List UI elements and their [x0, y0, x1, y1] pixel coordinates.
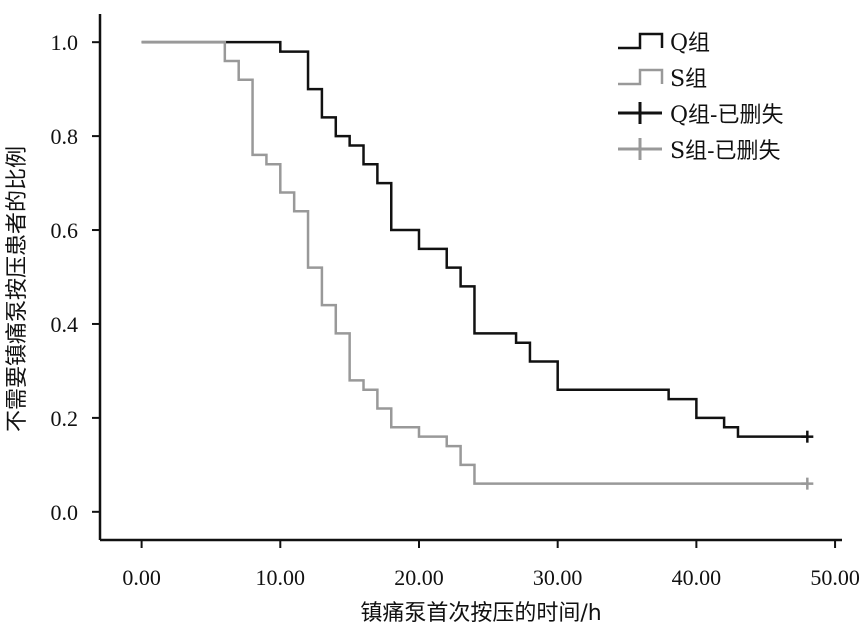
axes: 0.0 0.2 0.4 0.6 0.8 1.0 0.00 10.00 20.00 30.00 40.… — [51, 14, 860, 590]
y-tick-label: 0.4 — [51, 312, 79, 337]
y-axis-title: 不需要镇痛泵按压患者的比例 — [5, 146, 30, 432]
x-tick-label: 40.00 — [672, 565, 722, 590]
series-line-1 — [141, 40, 808, 438]
x-tick-label: 20.00 — [394, 565, 444, 590]
x-tick-label: 10.00 — [256, 565, 306, 590]
legend-swatch — [618, 68, 664, 86]
x-tick-label: 0.00 — [122, 565, 161, 590]
y-tick-label: 0.6 — [51, 218, 79, 243]
plot-area — [141, 40, 814, 490]
legend-label: Q组-已删失 — [670, 103, 783, 128]
y-tick-label: 0.0 — [51, 500, 79, 525]
legend-label: S组-已删失 — [670, 139, 781, 164]
legend-label: Q组 — [670, 31, 710, 56]
y-tick-label: 1.0 — [51, 30, 79, 55]
y-tick-label: 0.8 — [51, 124, 79, 149]
x-tick-label: 30.00 — [533, 565, 583, 590]
x-tick-label: 50.00 — [810, 565, 860, 590]
legend-swatch — [618, 32, 664, 50]
series-line-2 — [141, 40, 808, 485]
legend: Q组 S组 Q组-已删失 S组-已删失 — [618, 31, 783, 164]
y-tick-label: 0.2 — [51, 406, 79, 431]
x-axis-title: 镇痛泵首次按压的时间/h — [360, 601, 601, 626]
legend-label: S组 — [670, 67, 707, 92]
